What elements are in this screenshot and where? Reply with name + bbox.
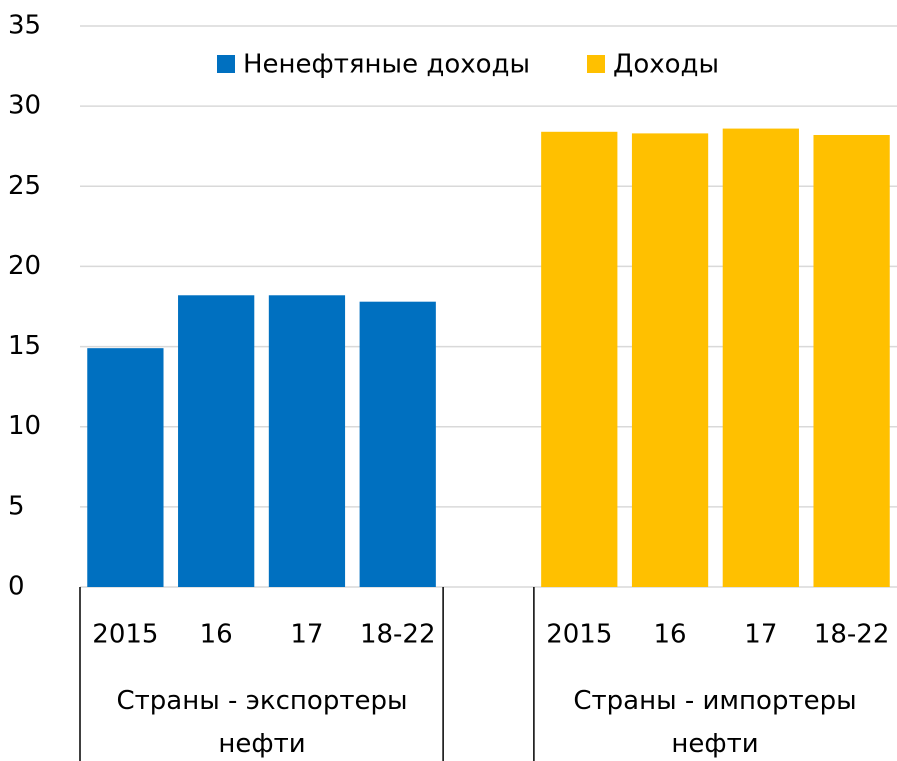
y-tick-label: 25 xyxy=(8,171,41,201)
y-tick-label: 20 xyxy=(8,251,41,281)
y-tick-label: 30 xyxy=(8,91,41,121)
x-tick-label: 16 xyxy=(200,620,233,650)
x-tick-label: 17 xyxy=(290,620,323,650)
x-tick-label: 18-22 xyxy=(814,620,890,650)
x-tick-label: 16 xyxy=(654,620,687,650)
y-tick-label: 10 xyxy=(8,411,41,441)
bar xyxy=(541,131,618,587)
legend-label: Ненефтяные доходы xyxy=(243,50,530,80)
legend-swatch xyxy=(217,55,235,73)
legend-label: Доходы xyxy=(613,50,719,80)
y-tick-label: 15 xyxy=(8,331,41,361)
group-label: Страны - экспортеры нефти xyxy=(116,686,408,759)
y-tick-label: 35 xyxy=(8,11,41,41)
x-tick-label: 2015 xyxy=(546,620,612,650)
bar xyxy=(87,348,164,587)
x-tick-label: 18-22 xyxy=(360,620,436,650)
bar xyxy=(178,295,255,587)
bar xyxy=(722,128,799,587)
bar xyxy=(813,134,890,587)
group-label: Страны - импортеры нефти xyxy=(573,686,857,759)
bar xyxy=(268,295,346,587)
x-tick-label: 17 xyxy=(744,620,777,650)
x-tick-label: 2015 xyxy=(92,620,158,650)
legend-swatch xyxy=(587,55,605,73)
y-tick-label: 0 xyxy=(8,572,25,602)
y-tick-label: 5 xyxy=(8,491,25,521)
bar xyxy=(631,133,709,588)
bar xyxy=(359,301,436,587)
